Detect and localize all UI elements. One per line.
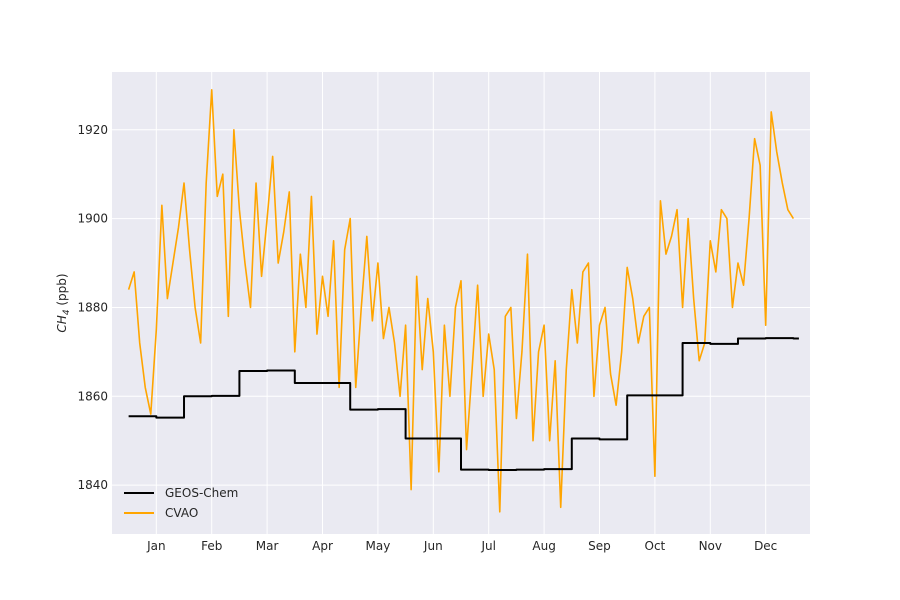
y-axis-label: CH4 (ppb) [55,273,72,332]
legend-label-cvao: CVAO [165,506,198,520]
y-axis-label-main: CH [55,315,69,332]
series-line-geos-chem [128,337,799,472]
x-axis-ticks: Jan Feb Mar Apr May Jun Jul Aug Sep Oct Nov Dec [146,539,777,553]
y-axis-ticks: 1840 1860 1880 1900 1920 [77,123,108,492]
x-tick-label: Jan [146,539,166,553]
series-layer [127,88,799,513]
legend: GEOS-Chem CVAO [124,486,238,520]
y-axis-label-subscript: 4 [62,309,72,315]
x-tick-label: Oct [645,539,666,553]
y-axis-label-unit: (ppb) [55,273,69,309]
legend-label-geos-chem: GEOS-Chem [165,486,238,500]
x-tick-label: Feb [201,539,222,553]
x-tick-label: Jul [480,539,495,553]
y-tick-label: 1860 [77,389,108,403]
y-tick-label: 1900 [77,212,108,226]
x-tick-label: Nov [699,539,722,553]
y-tick-label: 1840 [77,478,108,492]
x-tick-label: May [365,539,390,553]
x-tick-label: Jun [423,539,443,553]
x-tick-label: Dec [754,539,777,553]
x-tick-label: Apr [312,539,333,553]
series-line-cvao [127,88,795,513]
grid-lines [112,72,810,534]
x-tick-label: Mar [256,539,279,553]
y-tick-label: 1920 [77,123,108,137]
x-tick-label: Aug [532,539,555,553]
x-tick-label: Sep [588,539,611,553]
y-tick-label: 1880 [77,300,108,314]
